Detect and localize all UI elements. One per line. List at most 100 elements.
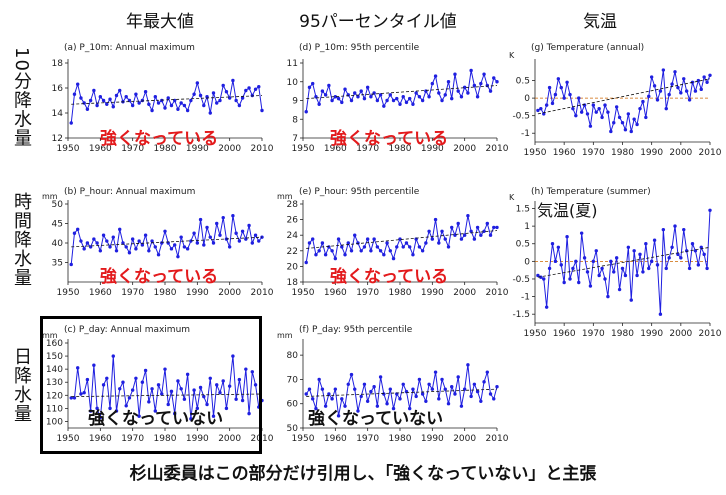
y-tick-label: 40 <box>52 239 64 249</box>
data-point <box>424 241 428 245</box>
trend-line-e <box>306 230 498 249</box>
trend-line-h <box>537 246 711 278</box>
data-point <box>198 217 203 222</box>
data-point <box>130 237 135 241</box>
data-point <box>620 120 625 125</box>
data-point <box>353 387 357 391</box>
data-point <box>362 96 367 101</box>
data-point <box>169 103 174 108</box>
data-point <box>304 110 308 114</box>
x-tick-label: 1970 <box>356 144 379 154</box>
data-point <box>708 208 712 212</box>
data-point <box>398 397 402 401</box>
data-point <box>661 227 666 232</box>
data-point <box>143 233 148 237</box>
x-tick-label: 1960 <box>324 288 347 298</box>
data-point <box>420 249 425 253</box>
y-tick-label: 45 <box>52 220 63 230</box>
data-point <box>98 249 103 253</box>
x-tick-label: 1970 <box>582 329 605 339</box>
y-tick-label: 10 <box>287 78 299 88</box>
data-point <box>192 388 196 392</box>
panel-d: (d) P_10m: 95th percentile 1950 1960 1970 19… <box>275 38 509 178</box>
data-point <box>469 229 473 233</box>
y-tick-label: 50 <box>52 200 64 210</box>
data-point <box>330 98 334 103</box>
data-point <box>670 82 674 86</box>
x-tick-label: 2000 <box>218 288 241 298</box>
data-point <box>579 110 584 114</box>
data-point <box>365 237 370 241</box>
data-point <box>336 414 341 418</box>
data-point <box>330 397 334 401</box>
unit-label-e: mm <box>277 192 293 201</box>
data-point <box>475 389 480 394</box>
data-point <box>250 370 254 374</box>
data-point <box>82 390 86 395</box>
y-tick-label: 140 <box>46 365 63 375</box>
data-point <box>440 377 444 382</box>
data-point <box>658 312 663 316</box>
data-point <box>556 245 561 249</box>
data-point <box>623 273 628 278</box>
data-point <box>208 235 212 239</box>
data-point <box>641 99 645 104</box>
data-point <box>664 106 668 111</box>
data-point <box>382 104 386 108</box>
data-point <box>655 98 660 102</box>
data-point <box>614 105 619 109</box>
data-point <box>160 392 164 396</box>
data-point <box>208 376 212 381</box>
data-point <box>124 245 128 249</box>
data-point <box>76 366 80 370</box>
data-point <box>623 128 628 132</box>
data-point <box>588 284 593 288</box>
data-point <box>414 91 418 95</box>
data-point <box>317 377 321 382</box>
x-tick-label: 2000 <box>669 329 692 339</box>
data-point <box>369 389 373 394</box>
y-tick-label: -0.5 <box>512 112 530 122</box>
data-point <box>437 91 441 95</box>
data-point <box>488 89 493 93</box>
trend-line-a <box>71 95 263 105</box>
data-point <box>198 93 203 98</box>
data-point <box>385 402 389 406</box>
data-point <box>433 217 438 222</box>
data-point <box>105 102 109 106</box>
x-tick-label: 1960 <box>553 329 576 339</box>
x-tick-label: 1950 <box>292 144 315 154</box>
data-point <box>542 277 546 281</box>
data-point <box>234 397 238 401</box>
data-point <box>340 245 344 249</box>
footer-caption: 杉山委員はこの部分だけ引用し、「強くなっていない」と主張 <box>129 464 597 484</box>
x-tick-label: 1970 <box>582 148 605 158</box>
y-tick-label: -1 <box>521 293 530 303</box>
x-tick-label: 2010 <box>251 434 274 444</box>
data-point <box>353 233 357 237</box>
data-point <box>85 107 90 111</box>
x-tick-label: 1950 <box>57 288 80 298</box>
panel-title-c: (c) P_day: Annual maximum <box>64 325 190 335</box>
data-point <box>92 237 96 241</box>
data-point <box>482 380 486 384</box>
data-point <box>443 93 447 97</box>
data-point <box>488 392 493 396</box>
x-tick-label: 2010 <box>486 434 509 444</box>
data-point <box>205 402 209 407</box>
data-point <box>492 76 496 80</box>
x-tick-label: 1990 <box>640 148 663 158</box>
panel-g: (g) Temperature (annual) K 1950 1960 1970 198… <box>505 38 722 178</box>
data-point <box>450 385 454 389</box>
data-point <box>585 112 590 116</box>
data-point <box>408 406 412 411</box>
x-tick-label: 1960 <box>324 434 347 444</box>
x-tick-label: 1990 <box>186 144 209 154</box>
data-point <box>485 370 489 374</box>
data-point <box>336 237 341 241</box>
data-point <box>95 103 99 108</box>
x-tick-label: 1990 <box>640 329 663 339</box>
data-point <box>398 102 402 106</box>
data-point <box>638 252 642 257</box>
data-point <box>626 112 631 116</box>
